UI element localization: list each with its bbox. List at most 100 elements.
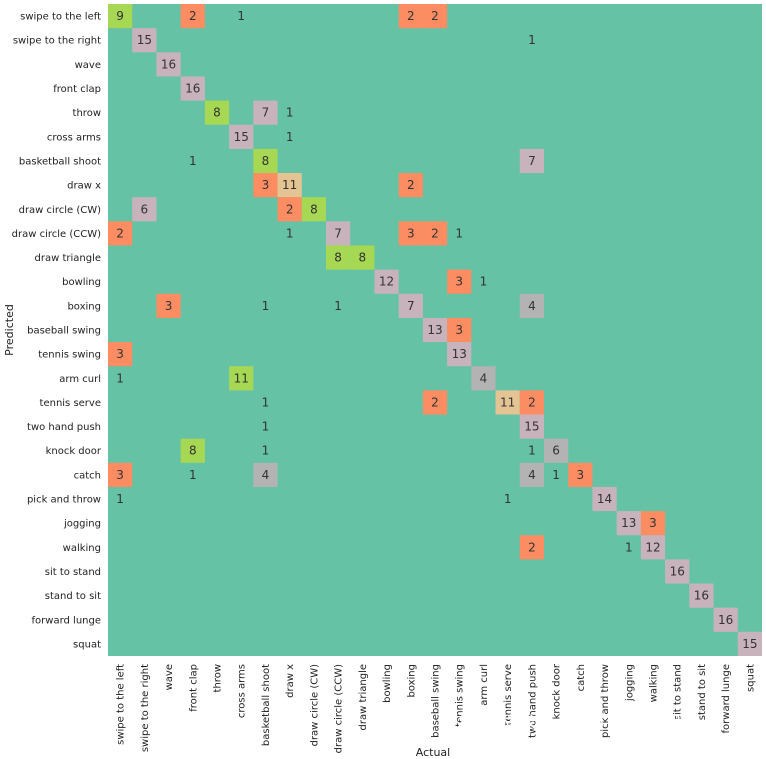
cell-value-label: 8	[310, 202, 318, 216]
cell-value-label: 2	[528, 540, 536, 554]
x-tick-labels: swipe to the left swipe to the right wave f…	[116, 663, 757, 753]
cell-value-label: 1	[334, 299, 342, 313]
x-tick-label: stand to sit	[697, 664, 708, 720]
cell-value-label: 2	[407, 178, 415, 192]
heatmap-cell	[519, 390, 544, 415]
heatmap-cell	[229, 124, 254, 149]
cell-value-label: 7	[262, 106, 270, 120]
cell-value-label: 3	[455, 323, 463, 337]
cell-value-label: 11	[234, 371, 249, 385]
heatmap-cell	[519, 414, 544, 439]
cell-value-label: 1	[286, 226, 294, 240]
cell-value-label: 13	[427, 323, 442, 337]
heatmap-cell	[277, 197, 302, 222]
y-tick-label: knock door	[46, 446, 102, 457]
x-tick-label: pick and throw	[600, 664, 611, 738]
x-tick-label: arm curl	[479, 664, 490, 706]
cell-value-label: 1	[189, 468, 197, 482]
heatmap-cell	[422, 317, 448, 343]
heatmap-cell	[180, 4, 205, 29]
cell-value-label: 1	[504, 492, 512, 506]
cell-value-label: 15	[137, 33, 152, 47]
heatmap-cell	[253, 148, 278, 174]
cell-value-label: 9	[116, 9, 124, 23]
x-tick-label: wave	[164, 664, 175, 690]
cell-value-label: 16	[694, 589, 709, 603]
cell-value-label: 8	[189, 444, 197, 458]
x-tick-label: bowling	[382, 664, 393, 703]
cell-value-label: 1	[286, 106, 294, 120]
cell-value-label: 4	[480, 371, 488, 385]
x-tick-label: cross arms	[237, 664, 248, 718]
cell-value-label: 6	[141, 202, 149, 216]
cell-value-label: 11	[500, 395, 515, 409]
x-tick-label: boxing	[406, 664, 417, 698]
y-tick-label: arm curl	[59, 374, 101, 385]
x-tick-label: basketball shoot	[261, 664, 272, 746]
y-tick-label: sit to stand	[45, 567, 101, 578]
heatmap-cell	[229, 366, 254, 391]
cell-value-label: 2	[116, 226, 124, 240]
heatmap-cell	[398, 221, 423, 246]
heatmap-cell	[108, 342, 133, 367]
cell-value-label: 1	[116, 371, 124, 385]
heatmap-cell	[132, 28, 157, 53]
cell-value-label: 1	[262, 420, 270, 434]
x-tick-label: draw x	[285, 664, 296, 698]
y-tick-label: wave	[75, 60, 101, 71]
heatmap-cell	[713, 607, 738, 632]
cell-value-label: 7	[528, 154, 536, 168]
heatmap-cell	[519, 535, 544, 560]
heatmap-cell	[398, 4, 423, 29]
x-tick-label: draw triangle	[358, 664, 369, 731]
cell-value-label: 15	[524, 420, 539, 434]
x-tick-label: swipe to the left	[116, 664, 127, 745]
cell-value-label: 8	[213, 106, 221, 120]
cell-value-label: 2	[431, 9, 439, 23]
cell-value-label: 1	[116, 492, 124, 506]
cell-value-label: 1	[286, 130, 294, 144]
cell-value-label: 1	[552, 468, 560, 482]
heatmap-cell	[568, 462, 593, 487]
heatmap-cell	[398, 173, 423, 198]
heatmap-cell	[640, 535, 666, 560]
y-tick-label: draw triangle	[35, 253, 102, 264]
x-tick-label: baseball swing	[431, 664, 442, 738]
x-tick-label: squat	[745, 664, 756, 692]
cell-value-label: 1	[262, 395, 270, 409]
y-tick-label: bowling	[62, 277, 101, 288]
heatmap-cell	[471, 366, 496, 391]
cell-value-label: 7	[334, 226, 342, 240]
heatmap-cell	[350, 245, 375, 270]
cell-value-label: 1	[262, 299, 270, 313]
heatmap-cell	[374, 269, 399, 294]
x-tick-label: two hand push	[527, 664, 538, 738]
heatmap-cell	[180, 438, 205, 463]
y-tick-label: draw circle (CCW)	[12, 229, 101, 240]
y-tick-label: catch	[74, 470, 101, 481]
cell-value-label: 4	[528, 468, 536, 482]
y-tick-label: basketball shoot	[19, 156, 101, 167]
x-tick-label: catch	[576, 664, 587, 691]
watermark-text: 掘金技术社区 @ 布客飞龙	[458, 712, 691, 736]
cell-value-label: 1	[528, 444, 536, 458]
cell-value-label: 12	[379, 275, 394, 289]
x-tick-label: throw	[213, 664, 224, 692]
cell-value-label: 2	[431, 226, 439, 240]
heatmap-cell	[180, 76, 205, 101]
y-tick-label: baseball swing	[27, 326, 101, 337]
cell-value-label: 4	[528, 299, 536, 313]
heatmap-cell	[616, 511, 641, 536]
heatmap-cell	[737, 631, 762, 656]
cell-value-label: 16	[718, 613, 733, 627]
cell-value-label: 3	[262, 178, 270, 192]
heatmap-cell	[253, 462, 278, 487]
heatmap-cell	[422, 221, 448, 246]
y-tick-label: tennis swing	[38, 350, 101, 361]
x-tick-label: swipe to the right	[140, 664, 151, 752]
heatmap-cell	[689, 583, 714, 608]
x-tick-label: forward lunge	[721, 664, 732, 733]
y-tick-label: walking	[63, 543, 101, 554]
heatmap-cell	[422, 390, 448, 415]
